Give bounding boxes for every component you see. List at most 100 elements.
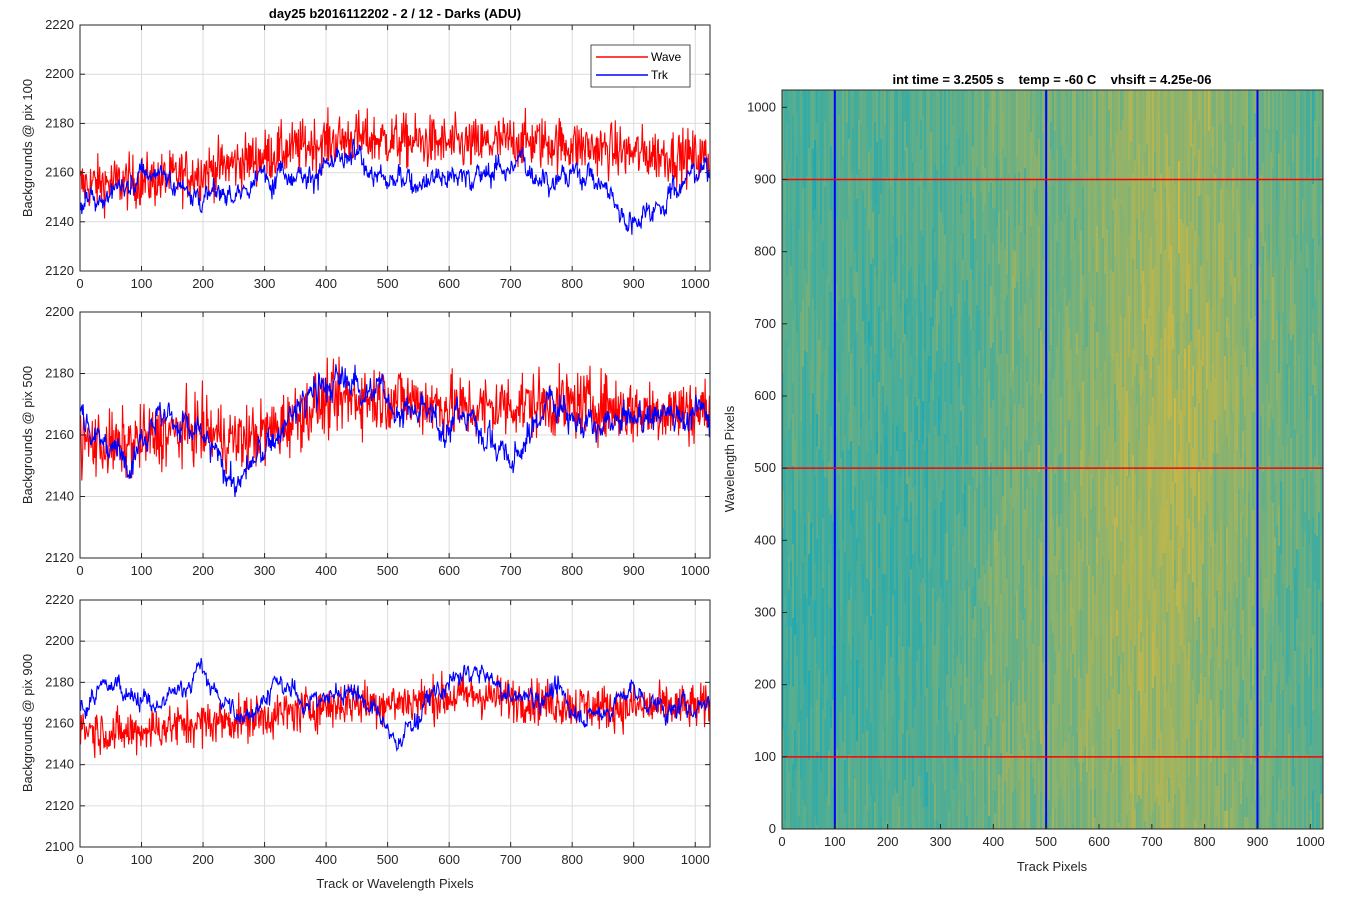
heatmap-cell [970, 822, 973, 829]
heatmap-cell [1066, 777, 1069, 829]
heatmap-cell [842, 643, 845, 742]
heatmap-cell [912, 209, 915, 285]
heatmap-cell [970, 269, 973, 330]
heatmap-cell [1198, 235, 1201, 329]
heatmap-cell [1278, 437, 1281, 505]
heatmap-cell [906, 484, 909, 522]
heatmap-cell [1200, 720, 1203, 769]
heatmap-cell [984, 90, 987, 168]
heatmap-cell [1124, 90, 1127, 161]
heatmap-cell [862, 592, 865, 669]
heatmap-cell [840, 333, 843, 410]
heatmap-cell [1206, 421, 1209, 502]
heatmap-cell [1318, 246, 1321, 280]
heatmap-cell [1148, 359, 1151, 425]
heatmap-cell [954, 640, 957, 677]
heatmap-cell [1032, 777, 1035, 829]
heatmap-cell [980, 90, 983, 116]
heatmap-cell [788, 685, 791, 738]
heatmap-cell [1258, 170, 1261, 265]
heatmap-cell [1208, 593, 1211, 677]
heatmap-cell [1116, 134, 1119, 229]
heatmap-cell [1264, 510, 1267, 557]
heatmap-cell [960, 783, 963, 829]
heatmap-cell [824, 121, 827, 187]
heatmap-cell [1266, 133, 1269, 222]
heatmap-cell [1120, 90, 1123, 130]
heatmap-cell [796, 743, 799, 769]
heatmap-cell [1048, 511, 1051, 555]
heatmap-cell [982, 271, 985, 314]
heatmap-cell [1306, 419, 1309, 495]
heatmap-cell [1028, 452, 1031, 476]
y-tick-label: 2200 [45, 66, 74, 81]
heatmap-cell [1128, 828, 1131, 829]
heatmap-cell [982, 699, 985, 770]
heatmap-cell [826, 519, 829, 560]
heatmap-cell [1124, 594, 1127, 686]
heatmap-cell [1140, 283, 1143, 366]
heatmap-cell [1310, 471, 1313, 554]
heatmap-cell [1134, 809, 1137, 829]
heatmap-cell [1224, 90, 1227, 141]
heatmap-cell [970, 708, 973, 745]
heatmap-cell [930, 568, 933, 634]
heatmap-cell [1254, 411, 1257, 510]
heatmap-cell [962, 563, 965, 616]
heatmap-cell [1304, 532, 1307, 591]
heatmap-cell [1228, 546, 1231, 591]
heatmap-cell [986, 726, 989, 780]
heatmap-cell [1132, 349, 1135, 386]
heatmap-cell [1132, 566, 1135, 665]
heatmap-cell [1252, 804, 1255, 829]
heatmap-cell [1186, 90, 1189, 171]
heatmap-cell [1126, 559, 1129, 623]
heatmap-cell [1098, 281, 1101, 333]
heatmap-cell [848, 90, 851, 139]
heatmap-cell [1318, 389, 1321, 430]
heatmap-cell [1094, 817, 1097, 829]
heatmap-cell [1304, 272, 1307, 339]
heatmap-cell [1120, 827, 1123, 829]
heatmap-cell [958, 801, 961, 829]
heatmap-cell [1262, 821, 1265, 829]
heatmap-cell [786, 228, 789, 276]
heatmap-cell [1298, 495, 1301, 551]
heatmap-cell [1300, 603, 1303, 642]
heatmap-cell [1252, 745, 1255, 804]
heatmap-cell [832, 90, 835, 159]
heatmap-cell [1254, 223, 1257, 273]
heatmap-cell [1136, 335, 1139, 364]
heatmap-cell [822, 786, 825, 826]
heatmap-cell [1208, 131, 1211, 197]
heatmap-y-axis-label: Wavelength Pixels [722, 405, 737, 512]
heatmap-cell [954, 483, 957, 553]
heatmap-cell [1170, 90, 1173, 187]
heatmap-cell [986, 780, 989, 829]
heatmap-cell [1174, 589, 1177, 684]
heatmap-cell [996, 606, 999, 641]
heatmap-cell [1144, 90, 1147, 120]
heatmap-cell [1094, 121, 1097, 208]
heatmap-cell [1206, 194, 1209, 261]
heatmap-cell [1036, 811, 1039, 829]
heatmap-cell [1242, 181, 1245, 255]
heatmap-cell [1304, 655, 1307, 726]
heatmap-cell [1242, 431, 1245, 489]
heatmap-cell [1060, 300, 1063, 397]
heatmap-cell [830, 608, 833, 669]
series-group-top [80, 107, 710, 235]
heatmap-cell [1306, 268, 1309, 366]
heatmap-cell [806, 284, 809, 352]
heatmap-y-tick-label: 500 [754, 460, 776, 475]
heatmap-cell [1252, 90, 1255, 184]
heatmap-cell [1304, 90, 1307, 135]
heatmap-cell [786, 595, 789, 627]
heatmap-cell [1192, 720, 1195, 817]
heatmap-cell [814, 332, 817, 379]
heatmap-cell [982, 90, 985, 171]
heatmap-cell [1292, 90, 1295, 134]
heatmap-cell [884, 822, 887, 829]
heatmap-cell [862, 191, 865, 256]
heatmap-cell [1070, 726, 1073, 816]
